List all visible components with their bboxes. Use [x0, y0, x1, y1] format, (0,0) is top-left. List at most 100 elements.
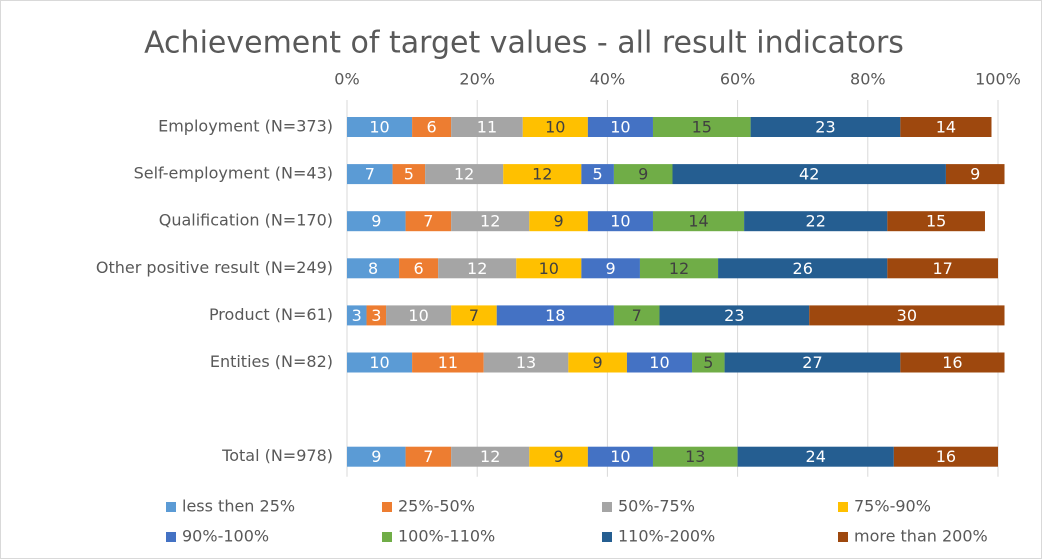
- data-label: 10: [649, 353, 669, 372]
- x-tick-label: 80%: [850, 70, 886, 89]
- data-label: 18: [545, 306, 565, 325]
- bar-segment: [639, 258, 719, 279]
- x-tick-label: 100%: [975, 70, 1021, 89]
- y-tick-label: Other positive result (N=249): [96, 258, 333, 277]
- bar-segment: [587, 446, 653, 467]
- data-label: 12: [480, 447, 500, 466]
- legend-swatch: [166, 502, 176, 512]
- data-label: 14: [936, 118, 956, 137]
- legend-label: 90%-100%: [182, 527, 269, 546]
- legend-label: less then 25%: [182, 497, 295, 516]
- data-label: 23: [815, 118, 835, 137]
- data-label: 12: [467, 259, 487, 278]
- bar-segment: [405, 211, 452, 232]
- legend-swatch: [602, 502, 612, 512]
- bar-segment: [451, 305, 497, 326]
- data-label: 9: [593, 353, 603, 372]
- data-label: 7: [423, 212, 433, 231]
- bar-segment: [652, 211, 745, 232]
- bar-segment: [451, 117, 523, 137]
- legend-label: 75%-90%: [854, 497, 931, 516]
- data-label: 10: [610, 212, 630, 231]
- data-label: 3: [371, 306, 381, 325]
- data-label: 10: [610, 447, 630, 466]
- data-label: 12: [480, 212, 500, 231]
- bar-segment: [887, 211, 985, 232]
- bar-segment: [529, 211, 588, 232]
- data-label: 26: [793, 259, 813, 278]
- legend-label: 25%-50%: [398, 497, 475, 516]
- data-label: 14: [688, 212, 708, 231]
- bar-segment: [672, 164, 946, 185]
- legend-swatch: [838, 532, 848, 542]
- data-label: 13: [685, 447, 705, 466]
- bar-segment: [347, 258, 400, 279]
- data-label: 5: [593, 165, 603, 184]
- data-label: 42: [799, 165, 819, 184]
- bar-segment: [451, 446, 530, 467]
- bar-segment: [399, 258, 439, 279]
- x-tick-label: 60%: [720, 70, 756, 89]
- data-label: 7: [469, 306, 479, 325]
- bar-segment: [737, 446, 894, 467]
- bar-segment: [568, 352, 627, 373]
- data-label: 5: [404, 165, 414, 184]
- chart-title: Achievement of target values - all resul…: [144, 26, 904, 61]
- bar-segment: [522, 117, 588, 137]
- bar-segment: [347, 305, 367, 326]
- bar-segment: [587, 211, 653, 232]
- data-label: 9: [638, 165, 648, 184]
- x-tick-label: 20%: [459, 70, 495, 89]
- legend-swatch: [166, 532, 176, 542]
- data-label: 9: [371, 447, 381, 466]
- bar-segment: [347, 164, 393, 185]
- legend-label: 50%-75%: [618, 497, 695, 516]
- bar-segment: [945, 164, 1005, 185]
- bar-segment: [451, 211, 530, 232]
- bar-segment: [386, 305, 452, 326]
- bar-segment: [900, 117, 992, 137]
- data-label: 9: [371, 212, 381, 231]
- data-label: 7: [423, 447, 433, 466]
- bar-segment: [366, 305, 387, 326]
- data-label: 9: [553, 212, 563, 231]
- data-label: 10: [610, 118, 630, 137]
- bar-segment: [503, 164, 582, 185]
- data-label: 15: [926, 212, 946, 231]
- data-label: 11: [438, 353, 458, 372]
- bar-segment: [529, 446, 588, 467]
- data-label: 12: [454, 165, 474, 184]
- legend-label: 110%-200%: [618, 527, 715, 546]
- y-tick-label: Entities (N=82): [210, 352, 333, 371]
- bar-segment: [412, 117, 452, 137]
- bar-segment: [809, 305, 1005, 326]
- data-label: 23: [724, 306, 744, 325]
- x-tick-label: 0%: [334, 70, 359, 89]
- bar-segment: [652, 117, 751, 137]
- legend-swatch: [382, 532, 392, 542]
- data-label: 10: [369, 353, 389, 372]
- bar-segment: [724, 352, 901, 373]
- data-label: 12: [669, 259, 689, 278]
- bar-segment: [347, 446, 406, 467]
- bar-segment: [425, 164, 504, 185]
- data-label: 9: [606, 259, 616, 278]
- data-label: 6: [427, 118, 437, 137]
- data-label: 16: [936, 447, 956, 466]
- bar-segment: [581, 164, 614, 185]
- legend-swatch: [838, 502, 848, 512]
- data-label: 13: [516, 353, 536, 372]
- y-tick-label: Total (N=978): [221, 446, 333, 465]
- data-label: 10: [408, 306, 428, 325]
- bar-segment: [893, 446, 998, 467]
- bar-segment: [587, 117, 653, 137]
- data-label: 9: [970, 165, 980, 184]
- data-label: 12: [532, 165, 552, 184]
- data-label: 7: [632, 306, 642, 325]
- data-label: 10: [369, 118, 389, 137]
- y-tick-label: Self-employment (N=43): [134, 164, 333, 183]
- bar-segment: [581, 258, 640, 279]
- bar-segment: [652, 446, 738, 467]
- data-label: 22: [806, 212, 826, 231]
